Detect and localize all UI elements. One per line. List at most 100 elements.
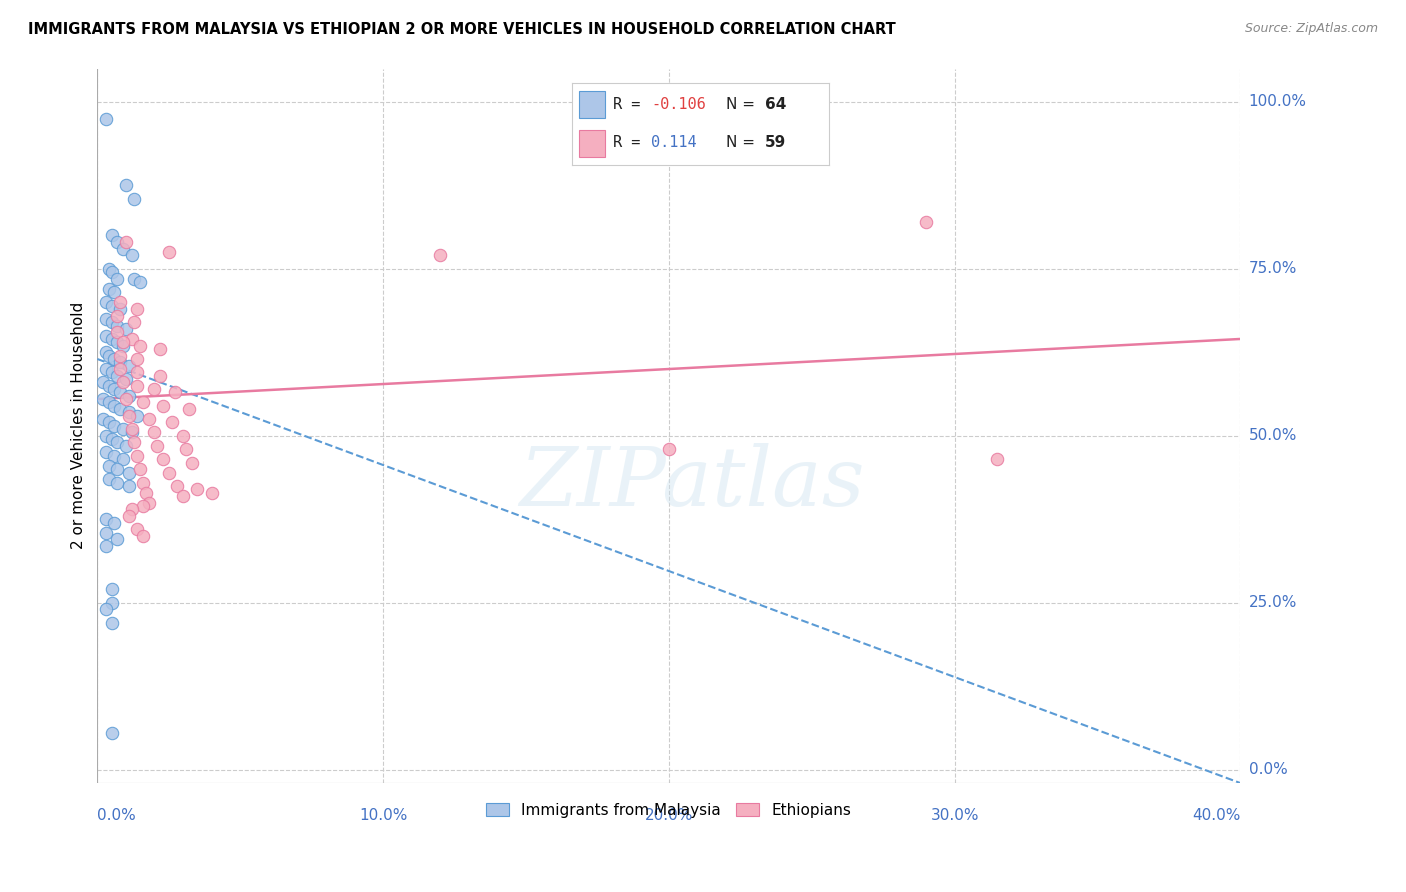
Point: [157, 466, 180, 480]
Point: [118, 359, 141, 373]
Point: [94, 295, 117, 310]
Point: [127, 351, 149, 366]
Point: [201, 485, 224, 500]
Point: [103, 418, 125, 433]
Point: [127, 378, 149, 392]
Point: [108, 349, 131, 363]
Point: [160, 416, 183, 430]
Point: [112, 376, 135, 390]
Point: [112, 242, 135, 256]
Point: [121, 248, 143, 262]
Point: [149, 342, 172, 356]
Point: [132, 529, 155, 543]
Point: [91, 412, 114, 426]
Point: [172, 429, 194, 443]
Point: [129, 462, 152, 476]
Point: [143, 382, 166, 396]
Point: [100, 228, 122, 243]
Point: [94, 345, 117, 359]
Text: 20.0%: 20.0%: [644, 808, 693, 823]
Text: 50.0%: 50.0%: [1249, 428, 1296, 443]
Point: [91, 376, 114, 390]
Point: [94, 512, 117, 526]
Text: Source: ZipAtlas.com: Source: ZipAtlas.com: [1244, 22, 1378, 36]
Point: [100, 726, 122, 740]
Point: [105, 462, 128, 476]
Text: 0.0%: 0.0%: [1249, 762, 1288, 777]
Point: [115, 439, 138, 453]
Text: 100.0%: 100.0%: [1249, 95, 1306, 110]
Point: [105, 235, 128, 249]
Point: [105, 475, 128, 490]
Point: [94, 312, 117, 326]
Point: [105, 326, 128, 340]
Point: [115, 235, 138, 249]
Point: [100, 265, 122, 279]
Point: [166, 479, 188, 493]
Point: [132, 499, 155, 513]
Legend: Immigrants from Malaysia, Ethiopians: Immigrants from Malaysia, Ethiopians: [478, 795, 859, 825]
Point: [127, 449, 149, 463]
Point: [132, 395, 155, 409]
Point: [94, 328, 117, 343]
Point: [118, 466, 141, 480]
Point: [105, 309, 128, 323]
Point: [100, 365, 122, 379]
Point: [100, 582, 122, 597]
Point: [118, 389, 141, 403]
Point: [121, 422, 143, 436]
Point: [108, 295, 131, 310]
Point: [94, 429, 117, 443]
Point: [118, 409, 141, 423]
Point: [105, 533, 128, 547]
Point: [138, 495, 160, 509]
Point: [157, 245, 180, 260]
Point: [97, 378, 120, 392]
Point: [180, 456, 202, 470]
Text: 10.0%: 10.0%: [359, 808, 408, 823]
Point: [124, 192, 146, 206]
Point: [97, 472, 120, 486]
Point: [103, 351, 125, 366]
Point: [97, 458, 120, 473]
Point: [112, 338, 135, 352]
Point: [149, 368, 172, 383]
Point: [97, 349, 120, 363]
Text: 75.0%: 75.0%: [1249, 261, 1296, 277]
Point: [121, 425, 143, 440]
Point: [97, 395, 120, 409]
Point: [152, 452, 174, 467]
Point: [121, 332, 143, 346]
Point: [103, 285, 125, 300]
Point: [103, 449, 125, 463]
Point: [143, 425, 166, 440]
Point: [658, 442, 681, 457]
Point: [100, 615, 122, 630]
Point: [105, 335, 128, 350]
Point: [121, 502, 143, 516]
Point: [115, 372, 138, 386]
Text: 30.0%: 30.0%: [931, 808, 979, 823]
Point: [105, 435, 128, 450]
Point: [100, 315, 122, 329]
Point: [146, 439, 169, 453]
Point: [105, 318, 128, 333]
Text: 0.0%: 0.0%: [97, 808, 136, 823]
Point: [135, 485, 157, 500]
Y-axis label: 2 or more Vehicles in Household: 2 or more Vehicles in Household: [72, 302, 86, 549]
Point: [129, 275, 152, 289]
Point: [152, 399, 174, 413]
Point: [108, 355, 131, 369]
Point: [112, 335, 135, 350]
Point: [915, 215, 938, 229]
Point: [105, 368, 128, 383]
Point: [174, 442, 197, 457]
Point: [108, 362, 131, 376]
Point: [986, 452, 1008, 467]
Point: [100, 596, 122, 610]
Point: [112, 422, 135, 436]
Point: [118, 479, 141, 493]
Point: [105, 272, 128, 286]
Point: [115, 178, 138, 193]
Point: [97, 282, 120, 296]
